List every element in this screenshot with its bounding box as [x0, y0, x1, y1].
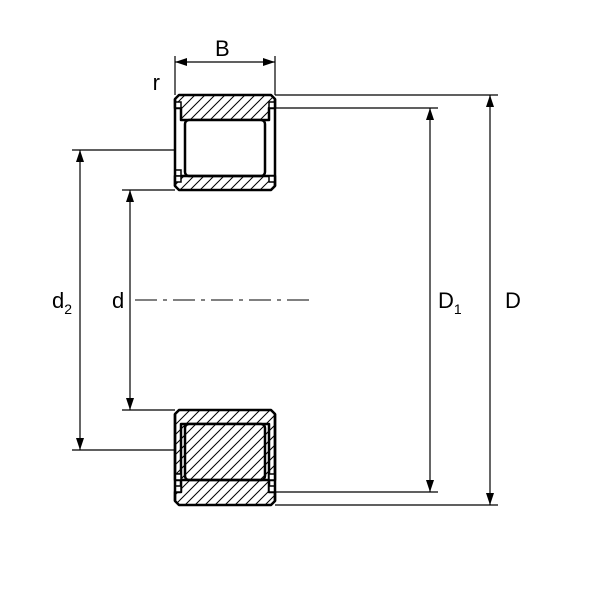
dim-label-D: D [505, 288, 521, 313]
dim-label-d2: d2 [52, 288, 72, 317]
dim-label-r: r [153, 70, 160, 95]
dim-label-D1: D1 [438, 288, 462, 317]
bearing-cross-section-diagram: Br D D1 d d2 [0, 0, 600, 600]
dim-label-d: d [112, 288, 124, 313]
dim-label-B: B [215, 36, 230, 61]
